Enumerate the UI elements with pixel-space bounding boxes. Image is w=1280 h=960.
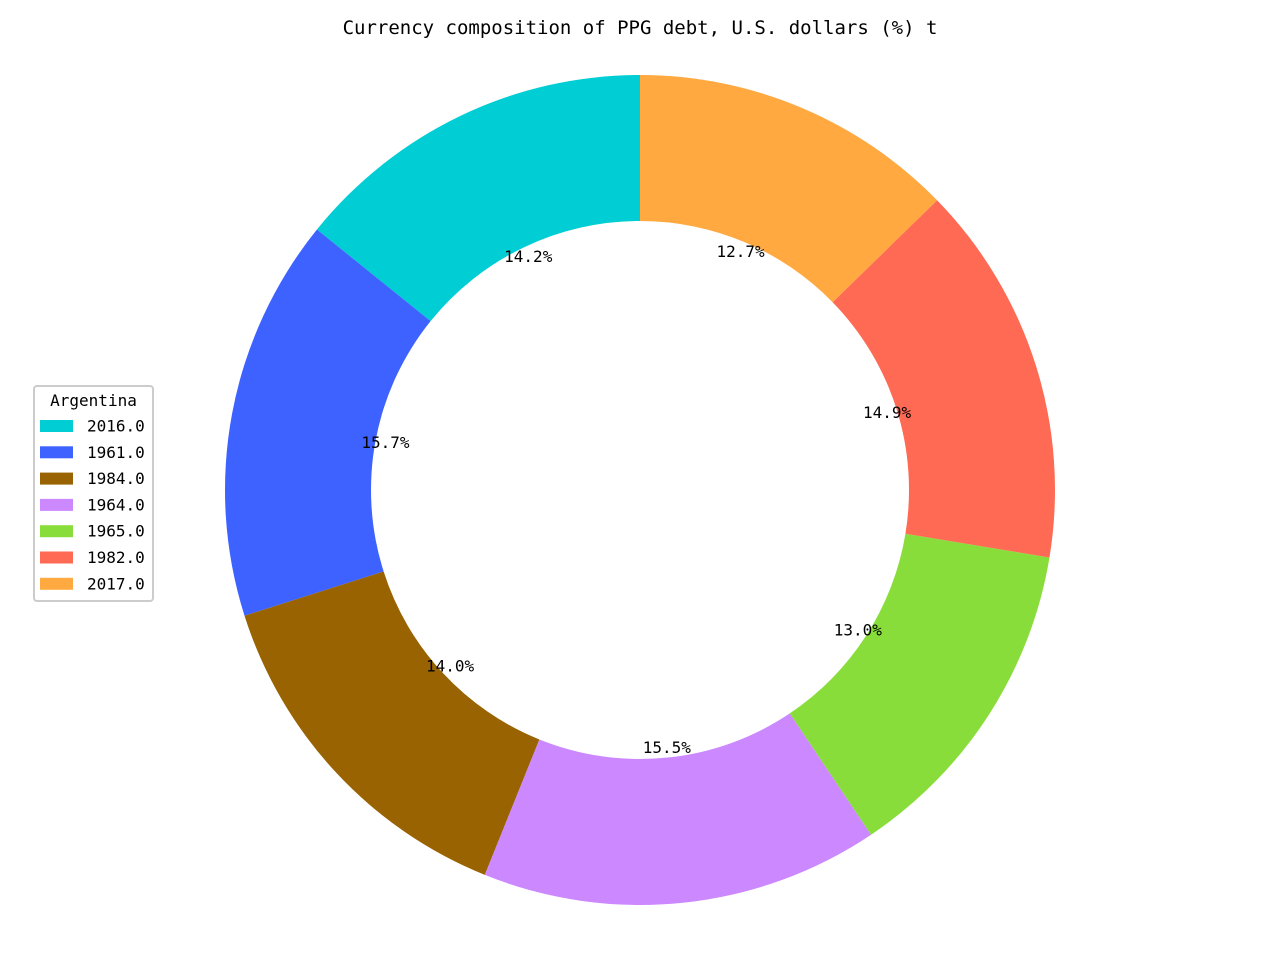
percent-label-1964.0: 15.5% <box>643 738 692 757</box>
legend-swatch-1984.0 <box>40 472 73 485</box>
legend-swatch-1982.0 <box>40 551 73 564</box>
legend-items: 2016.0 1961.0 1984.0 1964.0 1965.0 1982.0 2017… <box>40 417 145 593</box>
legend-label-1961.0: 1961.0 <box>87 443 145 462</box>
slice-1961.0 <box>225 229 431 616</box>
legend-label-2016.0: 2016.0 <box>87 417 145 436</box>
legend-label-1964.0: 1964.0 <box>87 495 145 514</box>
percent-label-2016.0: 14.2% <box>504 247 553 266</box>
legend-swatch-2016.0 <box>40 420 73 432</box>
legend-swatch-1964.0 <box>40 498 73 511</box>
slice-1965.0 <box>789 533 1050 835</box>
percent-label-1982.0: 14.9% <box>863 403 912 422</box>
slice-1984.0 <box>244 571 540 875</box>
slice-2017.0 <box>640 75 938 303</box>
slice-2016.0 <box>316 75 640 322</box>
legend-swatch-2017.0 <box>40 577 73 590</box>
slices-group <box>225 75 1055 905</box>
legend-swatch-1961.0 <box>40 446 73 459</box>
percent-label-2017.0: 12.7% <box>717 242 766 261</box>
percent-labels-group: 14.2% 15.7% 14.0% 15.5% 13.0% 14.9% 12.7% <box>361 242 911 757</box>
legend-label-1982.0: 1982.0 <box>87 548 145 567</box>
legend-frame <box>33 385 154 602</box>
legend-title: Argentina <box>50 391 137 410</box>
slice-1964.0 <box>484 713 872 905</box>
chart-title: Currency composition of PPG debt, U.S. d… <box>343 17 938 39</box>
percent-label-1961.0: 15.7% <box>361 433 410 452</box>
legend-label-1984.0: 1984.0 <box>87 469 145 488</box>
legend-label-2017.0: 2017.0 <box>87 574 145 593</box>
legend: Argentina 2016.0 1961.0 1984.0 1964.0 1965.0… <box>33 385 154 602</box>
percent-label-1984.0: 14.0% <box>426 657 475 676</box>
legend-swatch-1965.0 <box>40 525 73 538</box>
percent-label-1965.0: 13.0% <box>834 621 883 640</box>
legend-label-1965.0: 1965.0 <box>87 522 145 541</box>
slice-1982.0 <box>832 200 1055 558</box>
